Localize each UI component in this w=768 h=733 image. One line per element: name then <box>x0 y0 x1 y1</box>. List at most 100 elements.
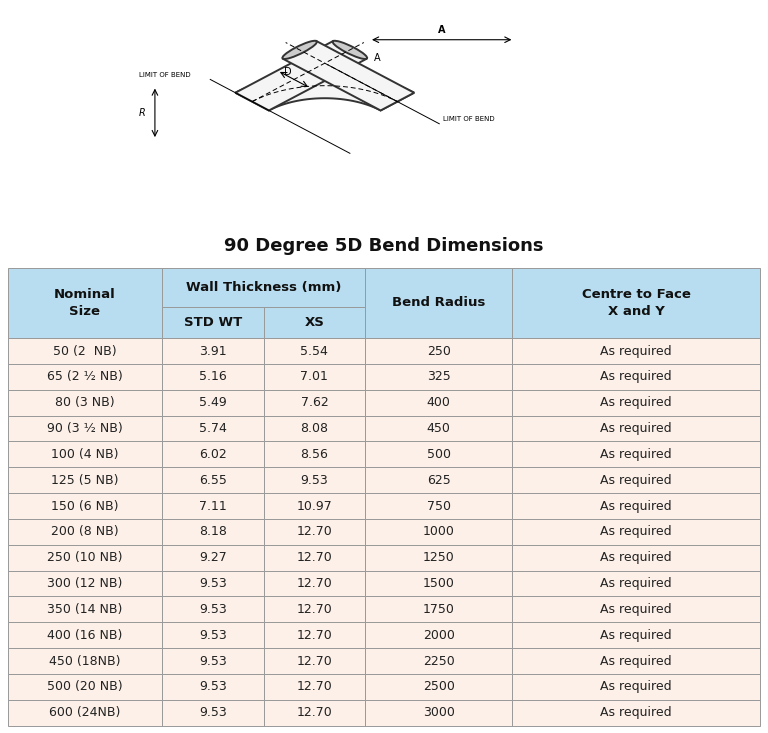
Text: D: D <box>284 67 292 77</box>
Polygon shape <box>162 648 263 674</box>
Text: 450 (18NB): 450 (18NB) <box>49 655 121 668</box>
Text: 90 Degree 5D Bend Dimensions: 90 Degree 5D Bend Dimensions <box>224 237 544 254</box>
Polygon shape <box>365 545 512 570</box>
Polygon shape <box>365 416 512 441</box>
Text: 1500: 1500 <box>422 577 455 590</box>
Text: As required: As required <box>601 474 672 487</box>
Polygon shape <box>162 468 263 493</box>
Polygon shape <box>162 493 263 519</box>
Polygon shape <box>235 73 414 111</box>
Text: 9.53: 9.53 <box>199 655 227 668</box>
Polygon shape <box>263 622 365 648</box>
Polygon shape <box>263 390 365 416</box>
Text: 250: 250 <box>427 345 451 358</box>
Polygon shape <box>512 648 760 674</box>
Text: 12.70: 12.70 <box>296 603 333 616</box>
Polygon shape <box>365 493 512 519</box>
Text: 12.70: 12.70 <box>296 551 333 564</box>
Text: Wall Thickness (mm): Wall Thickness (mm) <box>186 281 341 294</box>
Text: 12.70: 12.70 <box>296 707 333 719</box>
Text: As required: As required <box>601 422 672 435</box>
Text: 200 (8 NB): 200 (8 NB) <box>51 526 118 538</box>
Polygon shape <box>263 307 365 338</box>
Polygon shape <box>365 390 512 416</box>
Polygon shape <box>162 545 263 570</box>
Polygon shape <box>512 597 760 622</box>
Polygon shape <box>365 700 512 726</box>
Text: 5.54: 5.54 <box>300 345 328 358</box>
Text: 3.91: 3.91 <box>199 345 227 358</box>
Text: 9.53: 9.53 <box>199 707 227 719</box>
Polygon shape <box>512 545 760 570</box>
Text: As required: As required <box>601 577 672 590</box>
Polygon shape <box>162 622 263 648</box>
Polygon shape <box>263 338 365 364</box>
Text: 12.70: 12.70 <box>296 526 333 538</box>
Text: 3000: 3000 <box>422 707 455 719</box>
Polygon shape <box>162 338 263 364</box>
Text: 750: 750 <box>426 500 451 512</box>
Polygon shape <box>263 570 365 597</box>
Ellipse shape <box>283 41 317 59</box>
Polygon shape <box>365 622 512 648</box>
Polygon shape <box>8 597 162 622</box>
Polygon shape <box>8 519 162 545</box>
Text: 65 (2 ½ NB): 65 (2 ½ NB) <box>47 370 123 383</box>
Text: 8.08: 8.08 <box>300 422 329 435</box>
Text: 90 (3 ½ NB): 90 (3 ½ NB) <box>47 422 123 435</box>
Polygon shape <box>263 441 365 468</box>
Text: As required: As required <box>601 629 672 641</box>
Text: As required: As required <box>601 370 672 383</box>
Polygon shape <box>8 390 162 416</box>
Polygon shape <box>263 416 365 441</box>
Polygon shape <box>365 468 512 493</box>
Polygon shape <box>263 519 365 545</box>
Text: 625: 625 <box>427 474 451 487</box>
Polygon shape <box>235 41 366 111</box>
Text: 8.56: 8.56 <box>300 448 328 461</box>
Text: 100 (4 NB): 100 (4 NB) <box>51 448 118 461</box>
Polygon shape <box>8 570 162 597</box>
Text: As required: As required <box>601 345 672 358</box>
Polygon shape <box>162 570 263 597</box>
Text: 9.53: 9.53 <box>199 629 227 641</box>
Polygon shape <box>162 519 263 545</box>
Text: 500: 500 <box>426 448 451 461</box>
Polygon shape <box>263 597 365 622</box>
Text: 450: 450 <box>427 422 451 435</box>
Text: 9.53: 9.53 <box>199 603 227 616</box>
Polygon shape <box>512 493 760 519</box>
Text: 1250: 1250 <box>422 551 455 564</box>
Text: 80 (3 NB): 80 (3 NB) <box>55 397 114 409</box>
Polygon shape <box>8 364 162 390</box>
Polygon shape <box>162 416 263 441</box>
Text: 5.74: 5.74 <box>199 422 227 435</box>
Text: 2000: 2000 <box>422 629 455 641</box>
Text: 7.62: 7.62 <box>300 397 328 409</box>
Polygon shape <box>162 597 263 622</box>
Polygon shape <box>512 519 760 545</box>
Text: 50 (2  NB): 50 (2 NB) <box>53 345 117 358</box>
Text: As required: As required <box>601 680 672 693</box>
Polygon shape <box>162 268 365 307</box>
Polygon shape <box>512 622 760 648</box>
Text: 7.01: 7.01 <box>300 370 328 383</box>
Polygon shape <box>162 700 263 726</box>
Text: Bend Radius: Bend Radius <box>392 296 485 309</box>
Text: 400: 400 <box>427 397 451 409</box>
Polygon shape <box>8 441 162 468</box>
Ellipse shape <box>333 41 367 59</box>
Polygon shape <box>365 338 512 364</box>
Text: 12.70: 12.70 <box>296 577 333 590</box>
Text: 350 (14 NB): 350 (14 NB) <box>47 603 123 616</box>
Polygon shape <box>512 338 760 364</box>
Text: 12.70: 12.70 <box>296 680 333 693</box>
Text: 600 (24NB): 600 (24NB) <box>49 707 121 719</box>
Text: XS: XS <box>304 316 324 329</box>
Text: 2500: 2500 <box>422 680 455 693</box>
Polygon shape <box>512 468 760 493</box>
Polygon shape <box>512 674 760 700</box>
Text: 10.97: 10.97 <box>296 500 333 512</box>
Text: 5.16: 5.16 <box>199 370 227 383</box>
Polygon shape <box>512 364 760 390</box>
